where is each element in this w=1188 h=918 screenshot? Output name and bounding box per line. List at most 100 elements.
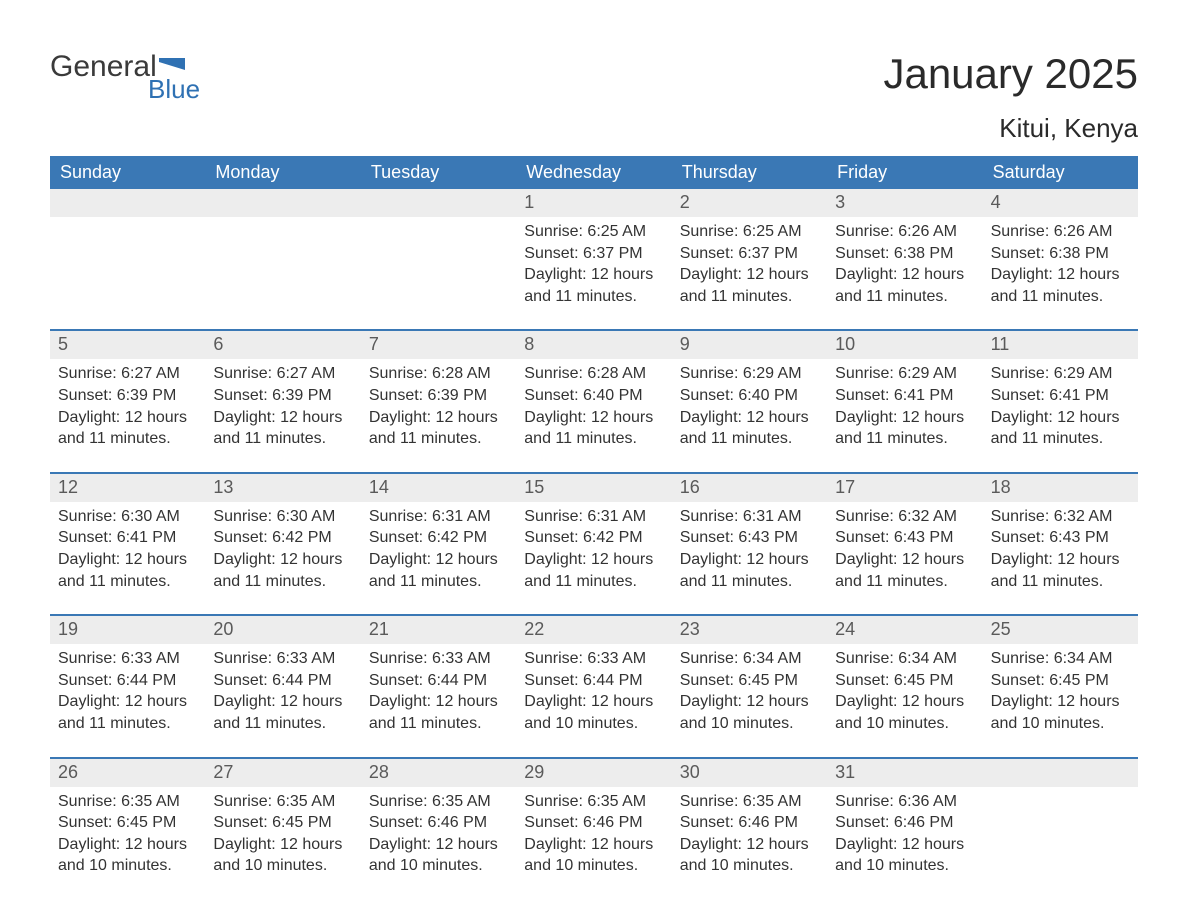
sunrise-line: Sunrise: 6:31 AM <box>680 506 819 528</box>
daylight-line: Daylight: 12 hours and 11 minutes. <box>524 549 663 592</box>
day-number: 25 <box>983 616 1138 644</box>
sunset-line: Sunset: 6:40 PM <box>680 385 819 407</box>
day-number: 18 <box>983 474 1138 502</box>
daylight-line: Daylight: 12 hours and 11 minutes. <box>369 549 508 592</box>
day-detail: Sunrise: 6:34 AMSunset: 6:45 PMDaylight:… <box>827 644 982 734</box>
day-header-cell: Wednesday <box>516 156 671 189</box>
day-detail: Sunrise: 6:35 AMSunset: 6:46 PMDaylight:… <box>361 787 516 877</box>
sunset-line: Sunset: 6:43 PM <box>991 527 1130 549</box>
day-number: 4 <box>983 189 1138 217</box>
sunset-line: Sunset: 6:45 PM <box>991 670 1130 692</box>
day-number: 10 <box>827 331 982 359</box>
daylight-line: Daylight: 12 hours and 11 minutes. <box>991 264 1130 307</box>
calendar-day-cell: 15 Sunrise: 6:31 AMSunset: 6:42 PMDayligh… <box>516 474 671 614</box>
day-number: 30 <box>672 759 827 787</box>
sunrise-line: Sunrise: 6:31 AM <box>524 506 663 528</box>
sunset-line: Sunset: 6:42 PM <box>524 527 663 549</box>
day-number: 15 <box>516 474 671 502</box>
daylight-line: Daylight: 12 hours and 10 minutes. <box>213 834 352 877</box>
calendar-day-cell: 11Sunrise: 6:29 AMSunset: 6:41 PMDayligh… <box>983 331 1138 471</box>
daylight-line: Daylight: 12 hours and 11 minutes. <box>524 407 663 450</box>
calendar-week-row: 1Sunrise: 6:25 AMSunset: 6:37 PMDaylight… <box>50 189 1138 329</box>
day-detail: Sunrise: 6:30 AMSunset: 6:42 PMDaylight:… <box>205 502 360 592</box>
day-detail: Sunrise: 6:33 AMSunset: 6:44 PMDaylight:… <box>361 644 516 734</box>
calendar-day-cell: 2Sunrise: 6:25 AMSunset: 6:37 PMDaylight… <box>672 189 827 329</box>
daylight-line: Daylight: 12 hours and 10 minutes. <box>991 691 1130 734</box>
sunrise-line: Sunrise: 6:34 AM <box>991 648 1130 670</box>
sunrise-line: Sunrise: 6:34 AM <box>680 648 819 670</box>
calendar-day-cell: 27Sunrise: 6:35 AMSunset: 6:45 PMDayligh… <box>205 759 360 899</box>
day-detail: Sunrise: 6:25 AMSunset: 6:37 PMDaylight:… <box>672 217 827 307</box>
day-number: 3 <box>827 189 982 217</box>
sunset-line: Sunset: 6:41 PM <box>835 385 974 407</box>
sunset-line: Sunset: 6:39 PM <box>213 385 352 407</box>
day-number: 14 <box>361 474 516 502</box>
sunset-line: Sunset: 6:37 PM <box>524 243 663 265</box>
sunset-line: Sunset: 6:39 PM <box>58 385 197 407</box>
day-header-cell: Monday <box>205 156 360 189</box>
sunrise-line: Sunrise: 6:35 AM <box>369 791 508 813</box>
calendar-day-cell: 9Sunrise: 6:29 AMSunset: 6:40 PMDaylight… <box>672 331 827 471</box>
day-number: 16 <box>672 474 827 502</box>
sunset-line: Sunset: 6:46 PM <box>524 812 663 834</box>
location-subtitle: Kitui, Kenya <box>50 113 1138 144</box>
day-detail: Sunrise: 6:30 AMSunset: 6:41 PMDaylight:… <box>50 502 205 592</box>
sunrise-line: Sunrise: 6:26 AM <box>835 221 974 243</box>
daylight-line: Daylight: 12 hours and 11 minutes. <box>213 407 352 450</box>
calendar-header-row: SundayMondayTuesdayWednesdayThursdayFrid… <box>50 156 1138 189</box>
day-number: 27 <box>205 759 360 787</box>
day-number: 20 <box>205 616 360 644</box>
day-number: 29 <box>516 759 671 787</box>
calendar-day-cell: 7Sunrise: 6:28 AMSunset: 6:39 PMDaylight… <box>361 331 516 471</box>
day-detail: Sunrise: 6:27 AMSunset: 6:39 PMDaylight:… <box>205 359 360 449</box>
page-title: January 2025 <box>883 50 1138 98</box>
calendar-day-cell: 30Sunrise: 6:35 AMSunset: 6:46 PMDayligh… <box>672 759 827 899</box>
sunset-line: Sunset: 6:46 PM <box>680 812 819 834</box>
day-number <box>205 189 360 217</box>
day-detail: Sunrise: 6:28 AMSunset: 6:39 PMDaylight:… <box>361 359 516 449</box>
sunset-line: Sunset: 6:45 PM <box>58 812 197 834</box>
day-detail: Sunrise: 6:33 AMSunset: 6:44 PMDaylight:… <box>50 644 205 734</box>
daylight-line: Daylight: 12 hours and 11 minutes. <box>835 407 974 450</box>
calendar-day-cell: 24Sunrise: 6:34 AMSunset: 6:45 PMDayligh… <box>827 616 982 756</box>
day-number: 22 <box>516 616 671 644</box>
day-number: 9 <box>672 331 827 359</box>
daylight-line: Daylight: 12 hours and 11 minutes. <box>58 407 197 450</box>
day-number: 1 <box>516 189 671 217</box>
daylight-line: Daylight: 12 hours and 10 minutes. <box>369 834 508 877</box>
daylight-line: Daylight: 12 hours and 11 minutes. <box>213 549 352 592</box>
day-header-cell: Sunday <box>50 156 205 189</box>
day-detail: Sunrise: 6:29 AMSunset: 6:41 PMDaylight:… <box>827 359 982 449</box>
calendar-day-cell: 1Sunrise: 6:25 AMSunset: 6:37 PMDaylight… <box>516 189 671 329</box>
day-number: 5 <box>50 331 205 359</box>
calendar-day-cell: 26Sunrise: 6:35 AMSunset: 6:45 PMDayligh… <box>50 759 205 899</box>
calendar-day-cell <box>50 189 205 329</box>
sunrise-line: Sunrise: 6:28 AM <box>524 363 663 385</box>
day-number: 8 <box>516 331 671 359</box>
sunset-line: Sunset: 6:45 PM <box>213 812 352 834</box>
day-detail: Sunrise: 6:32 AMSunset: 6:43 PMDaylight:… <box>827 502 982 592</box>
sunrise-line: Sunrise: 6:28 AM <box>369 363 508 385</box>
sunset-line: Sunset: 6:42 PM <box>213 527 352 549</box>
calendar-day-cell: 10Sunrise: 6:29 AMSunset: 6:41 PMDayligh… <box>827 331 982 471</box>
day-number: 12 <box>50 474 205 502</box>
day-detail: Sunrise: 6:27 AMSunset: 6:39 PMDaylight:… <box>50 359 205 449</box>
sunset-line: Sunset: 6:43 PM <box>835 527 974 549</box>
sunset-line: Sunset: 6:37 PM <box>680 243 819 265</box>
calendar-day-cell: 23Sunrise: 6:34 AMSunset: 6:45 PMDayligh… <box>672 616 827 756</box>
sunset-line: Sunset: 6:39 PM <box>369 385 508 407</box>
sunset-line: Sunset: 6:38 PM <box>835 243 974 265</box>
calendar-day-cell: 12Sunrise: 6:30 AMSunset: 6:41 PMDayligh… <box>50 474 205 614</box>
day-detail: Sunrise: 6:35 AMSunset: 6:45 PMDaylight:… <box>50 787 205 877</box>
calendar-day-cell: 25 Sunrise: 6:34 AMSunset: 6:45 PMDayligh… <box>983 616 1138 756</box>
calendar-week-row: 5Sunrise: 6:27 AMSunset: 6:39 PMDaylight… <box>50 329 1138 471</box>
day-detail: Sunrise: 6:35 AMSunset: 6:46 PMDaylight:… <box>516 787 671 877</box>
daylight-line: Daylight: 12 hours and 11 minutes. <box>835 264 974 307</box>
day-detail: Sunrise: 6:33 AMSunset: 6:44 PMDaylight:… <box>516 644 671 734</box>
day-detail: Sunrise: 6:26 AMSunset: 6:38 PMDaylight:… <box>827 217 982 307</box>
sunset-line: Sunset: 6:41 PM <box>991 385 1130 407</box>
sunset-line: Sunset: 6:44 PM <box>213 670 352 692</box>
day-number: 26 <box>50 759 205 787</box>
daylight-line: Daylight: 12 hours and 11 minutes. <box>835 549 974 592</box>
calendar-day-cell: 19Sunrise: 6:33 AMSunset: 6:44 PMDayligh… <box>50 616 205 756</box>
